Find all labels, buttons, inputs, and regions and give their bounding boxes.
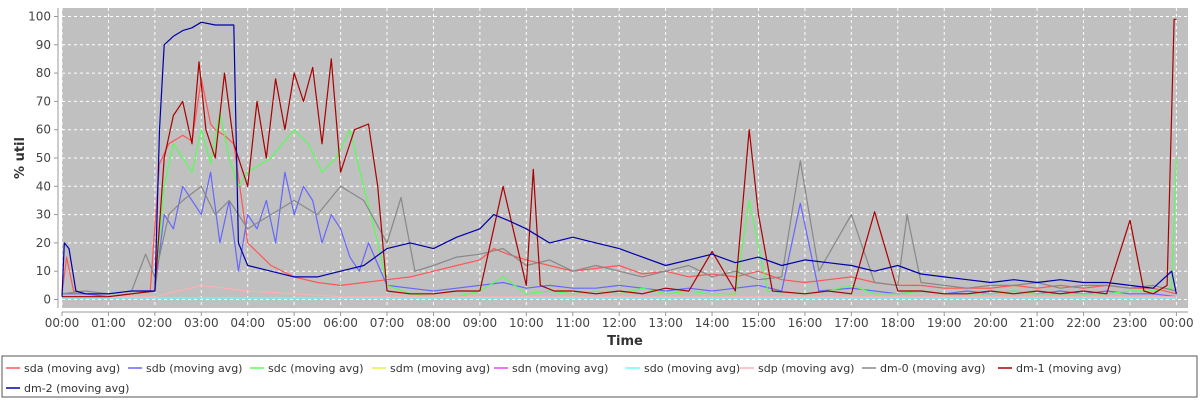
x-tick-label: 06:00 (323, 316, 358, 330)
series-line-0 (61, 78, 1177, 298)
legend-label: sdm (moving avg) (390, 362, 490, 375)
legend-label: dm-1 (moving avg) (1016, 362, 1121, 375)
y-tick-label: 20 (36, 236, 51, 250)
series-line-9 (61, 21, 1177, 297)
y-tick-label: 80 (36, 66, 51, 80)
x-tick-label: 01:00 (91, 316, 126, 330)
x-tick-label: 04:00 (230, 316, 265, 330)
legend-item: sdp (moving avg) (740, 362, 854, 375)
x-tick-label: 19:00 (927, 316, 962, 330)
legend-item: sdm (moving avg) (372, 362, 490, 375)
x-axis-title: Time (607, 334, 643, 349)
y-tick-label: 30 (36, 208, 51, 222)
y-tick-label: 90 (36, 38, 51, 52)
legend-item: dm-0 (moving avg) (862, 362, 985, 375)
x-tick-label: 14:00 (695, 316, 730, 330)
series-line-8 (62, 18, 1177, 298)
series-line-2 (62, 112, 1177, 298)
x-tick-label: 15:00 (741, 316, 776, 330)
x-tick-label: 18:00 (880, 316, 915, 330)
legend-label: sdp (moving avg) (758, 362, 854, 375)
x-tick-label: 07:00 (370, 316, 405, 330)
x-tick-label: 03:00 (184, 316, 219, 330)
legend-item: sdc (moving avg) (250, 362, 364, 375)
x-tick-label: 22:00 (1066, 316, 1101, 330)
series-line-6 (62, 284, 1177, 298)
y-tick-label: 70 (36, 94, 51, 108)
x-tick-label: 16:00 (788, 316, 823, 330)
y-tick-label: 60 (36, 123, 51, 137)
x-tick-label: 09:00 (463, 316, 498, 330)
legend-label: sda (moving avg) (24, 362, 120, 375)
legend-label: dm-2 (moving avg) (24, 382, 129, 395)
legend-item: sdb (moving avg) (128, 362, 242, 375)
x-tick-label: 08:00 (416, 316, 451, 330)
x-tick-label: 17:00 (834, 316, 869, 330)
y-ticks: 0 10 20 30 40 50 60 70 80 90 100 (28, 9, 58, 307)
x-tick-label: 20:00 (973, 316, 1008, 330)
x-tick-label: 23:00 (1113, 316, 1148, 330)
legend-label: dm-0 (moving avg) (880, 362, 985, 375)
grid-lines (61, 8, 1188, 308)
y-axis-title: % util (13, 137, 28, 179)
x-tick-label: 02:00 (138, 316, 173, 330)
y-tick-label: 0 (43, 293, 51, 307)
legend: sda (moving avg) sdb (moving avg) sdc (mov… (6, 362, 1121, 395)
x-tick-label: 00:00 (45, 316, 80, 330)
legend-item: sdn (moving avg) (494, 362, 608, 375)
x-tick-label: 10:00 (509, 316, 544, 330)
x-ticks: 00:00 01:00 02:00 03:00 04:00 05:00 06:00 07:00… (45, 312, 1194, 330)
x-tick-label: 12:00 (602, 316, 637, 330)
y-tick-label: 10 (36, 264, 51, 278)
series-line-7 (61, 160, 1177, 295)
x-tick-label: 05:00 (277, 316, 312, 330)
y-tick-label: 50 (36, 151, 51, 165)
legend-item: dm-2 (moving avg) (6, 382, 129, 395)
legend-label: sdc (moving avg) (268, 362, 364, 375)
series-layer (61, 18, 1177, 299)
x-tick-label: 13:00 (648, 316, 683, 330)
x-tick-label: 00:00 (1159, 316, 1194, 330)
legend-label: sdo (moving avg) (644, 362, 740, 375)
legend-label: sdb (moving avg) (146, 362, 242, 375)
legend-item: sda (moving avg) (6, 362, 120, 375)
y-tick-label: 40 (36, 179, 51, 193)
y-tick-label: 100 (28, 9, 51, 23)
legend-item: dm-1 (moving avg) (998, 362, 1121, 375)
legend-box (1, 355, 1198, 398)
legend-label: sdn (moving avg) (512, 362, 608, 375)
x-tick-label: 21:00 (1020, 316, 1055, 330)
x-tick-label: 11:00 (555, 316, 590, 330)
legend-item: sdo (moving avg) (626, 362, 740, 375)
